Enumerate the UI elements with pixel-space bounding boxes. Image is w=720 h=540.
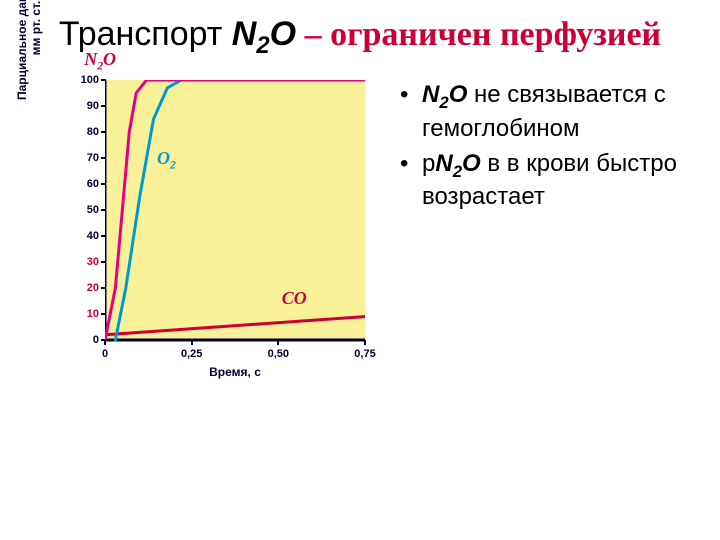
- y-tick-label: 70: [75, 152, 99, 164]
- plot-svg: [105, 80, 365, 343]
- series-label-o2: O2: [157, 148, 176, 172]
- y-tick-label: 20: [75, 282, 99, 294]
- y-tick-label: 10: [75, 308, 99, 320]
- x-tick-label: 0: [102, 348, 108, 360]
- x-tick-mark: [104, 340, 106, 345]
- content-row: Парциальное давление, мм рт. ст. 0102030…: [0, 70, 720, 218]
- series-label-n2o: N2O: [84, 49, 116, 73]
- x-tick-label: 0,75: [354, 348, 375, 360]
- x-tick-mark: [277, 340, 279, 345]
- y-tick-label: 50: [75, 204, 99, 216]
- x-tick-mark: [364, 340, 366, 345]
- x-tick-label: 0,50: [268, 348, 289, 360]
- series-label-co: CO: [282, 288, 307, 309]
- title-prefix: Транспорт: [59, 15, 232, 53]
- x-tick-label: 0,25: [181, 348, 202, 360]
- bullet-item: рN2O в в крови быстро возрастает: [400, 149, 700, 213]
- bullet-list: N2O не связывается с гемоглобиномрN2O в …: [380, 70, 700, 218]
- y-tick-label: 40: [75, 230, 99, 242]
- y-tick-label: 0: [75, 334, 99, 346]
- title-formula: N2O: [232, 15, 296, 53]
- plot: [105, 80, 365, 343]
- x-tick-mark: [191, 340, 193, 345]
- y-tick-label: 30: [75, 256, 99, 268]
- bullet-item: N2O не связывается с гемоглобином: [400, 80, 700, 144]
- y-tick-label: 100: [75, 74, 99, 86]
- x-axis-label: Время, с: [209, 365, 261, 379]
- y-tick-label: 90: [75, 100, 99, 112]
- title-suffix: – ограничен перфузией: [296, 16, 661, 53]
- y-tick-label: 60: [75, 178, 99, 190]
- y-axis-label: Парциальное давление, мм рт. ст.: [15, 0, 43, 100]
- y-tick-label: 80: [75, 126, 99, 138]
- chart-area: Парциальное давление, мм рт. ст. 0102030…: [20, 70, 380, 218]
